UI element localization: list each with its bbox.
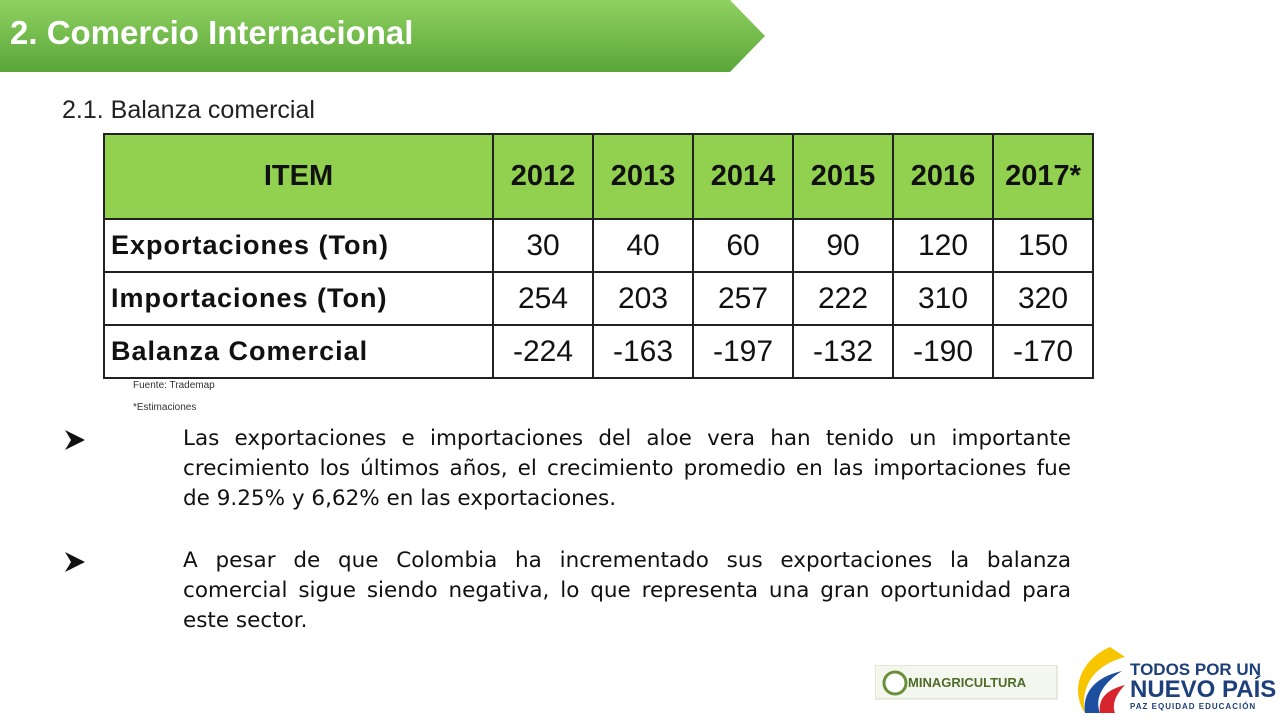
header-cell: 2016: [892, 133, 994, 220]
row-label: Balanza Comercial: [103, 324, 494, 379]
bullet-icon: [65, 430, 85, 450]
header-cell: 2012: [492, 133, 594, 220]
header-cell: ITEM: [103, 133, 494, 220]
row-label: Importaciones (Ton): [103, 271, 494, 326]
section-subtitle: 2.1. Balanza comercial: [62, 96, 315, 124]
value-cell: -170: [992, 324, 1094, 379]
table-row: Exportaciones (Ton) 30 40 60 90 120 150: [103, 218, 1094, 273]
value-cell: 222: [792, 271, 894, 326]
value-cell: -190: [892, 324, 994, 379]
trade-table: ITEM 2012 2013 2014 2015 2016 2017* Exportacion…: [103, 133, 1094, 379]
value-cell: 120: [892, 218, 994, 273]
slide-title: 2. Comercio Internacional: [10, 14, 414, 51]
header-row: ITEM 2012 2013 2014 2015 2016 2017*: [103, 133, 1094, 220]
value-cell: 320: [992, 271, 1094, 326]
slogan-sub: PAZ EQUIDAD EDUCACIÓN: [1130, 702, 1257, 711]
bullet-text: Las exportaciones e importaciones del al…: [183, 426, 1071, 511]
value-cell: 203: [592, 271, 694, 326]
value-cell: -163: [592, 324, 694, 379]
value-cell: 40: [592, 218, 694, 273]
value-cell: 150: [992, 218, 1094, 273]
flag-logo: [1078, 647, 1125, 713]
bullet-icon: [65, 552, 85, 572]
value-cell: -132: [792, 324, 894, 379]
header-cell: 2013: [592, 133, 694, 220]
slogan-top: TODOS POR UN: [1130, 660, 1261, 679]
value-cell: -224: [492, 324, 594, 379]
header-cell: 2015: [792, 133, 894, 220]
ministry-logo: [875, 665, 1058, 700]
header-cell: 2014: [692, 133, 794, 220]
header-cell: 2017*: [992, 133, 1094, 220]
value-cell: 254: [492, 271, 594, 326]
value-cell: 90: [792, 218, 894, 273]
estimate-note: *Estimaciones: [133, 402, 197, 413]
value-cell: 310: [892, 271, 994, 326]
row-label: Exportaciones (Ton): [103, 218, 494, 273]
title-banner: [0, 0, 765, 72]
slogan-main: NUEVO PAÍS: [1130, 676, 1277, 703]
source-note: Fuente: Trademap: [133, 380, 215, 391]
table-row: Balanza Comercial -224 -163 -197 -132 -190 -17…: [103, 324, 1094, 379]
ministry-name: MINAGRICULTURA: [908, 675, 1027, 690]
value-cell: 257: [692, 271, 794, 326]
table-row: Importaciones (Ton) 254 203 257 222 310 320: [103, 271, 1094, 326]
bullet-text: A pesar de que Colombia ha incrementado …: [183, 548, 1071, 633]
value-cell: -197: [692, 324, 794, 379]
value-cell: 60: [692, 218, 794, 273]
value-cell: 30: [492, 218, 594, 273]
